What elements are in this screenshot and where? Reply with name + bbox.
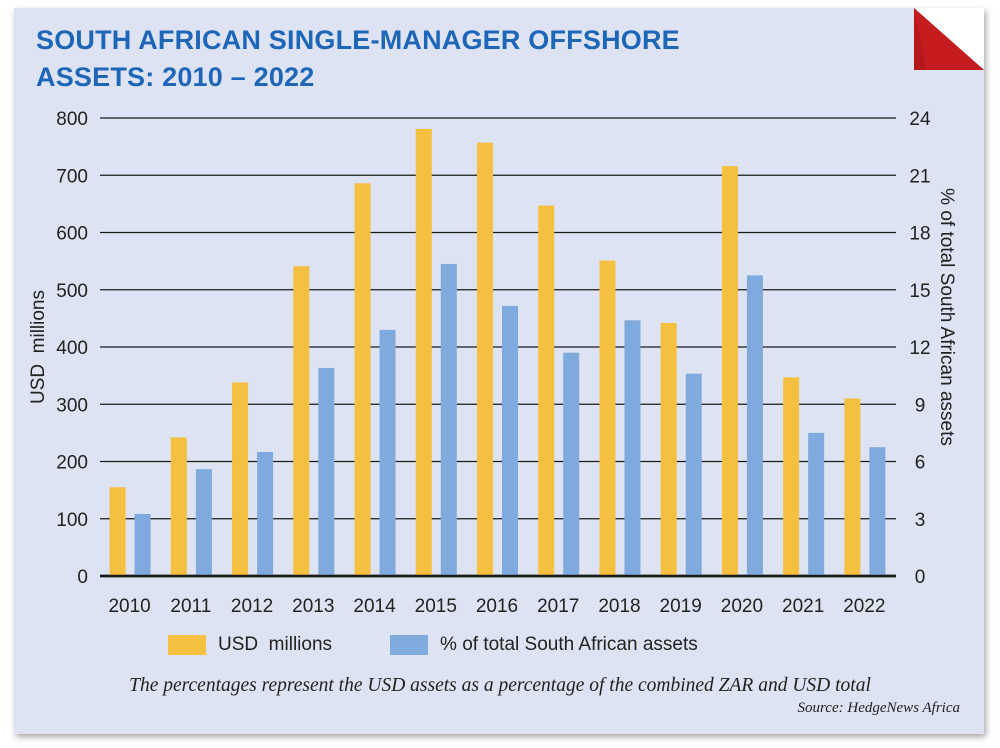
x-tick-label: 2011 <box>170 596 211 617</box>
bar-pct-total <box>563 352 580 576</box>
bar-usd-millions <box>477 142 493 576</box>
bar-pct-total <box>440 263 457 576</box>
y-tick-label-left: 400 <box>56 338 88 359</box>
chart-title-line-1: SOUTH AFRICAN SINGLE-MANAGER OFFSHORE <box>36 25 680 55</box>
bar-pct-total <box>746 275 763 576</box>
bar-pct-total <box>869 447 886 576</box>
y-tick-label-right: 24 <box>909 109 931 130</box>
x-tick-label: 2010 <box>108 596 150 617</box>
y-tick-label-right: 6 <box>915 453 926 474</box>
bar-pct-total <box>134 513 151 576</box>
y-tick-label-right: 21 <box>909 166 930 187</box>
bar-usd-millions <box>354 183 371 576</box>
y-tick-label-left: 200 <box>56 453 88 474</box>
bar-usd-millions <box>599 260 616 576</box>
bar-usd-millions <box>844 398 861 576</box>
bar-pct-total <box>257 451 274 576</box>
legend-swatch-usd <box>168 635 206 655</box>
x-tick-label: 2020 <box>721 596 763 617</box>
y-tick-label-right: 0 <box>915 567 926 588</box>
bar-pct-total <box>624 320 641 576</box>
bar-usd-millions <box>783 377 800 576</box>
x-tick-label: 2018 <box>598 596 640 617</box>
y-tick-label-right: 18 <box>909 224 930 245</box>
legend-label-pct: % of total South African assets <box>440 634 698 655</box>
x-tick-label: 2017 <box>537 596 579 617</box>
footnote: The percentages represent the USD assets… <box>129 675 871 696</box>
legend-item-pct: % of total South African assets <box>390 634 698 656</box>
x-tick-label: 2014 <box>353 596 396 617</box>
y-tick-label-left: 800 <box>56 109 88 130</box>
bar-pct-total <box>318 367 335 576</box>
bar-pct-total <box>685 373 702 576</box>
y-tick-label-right: 9 <box>915 395 926 416</box>
x-tick-label: 2019 <box>660 596 702 617</box>
bar-usd-millions <box>293 266 310 576</box>
legend: USD millions % of total South African as… <box>168 634 756 656</box>
bar-usd-millions <box>232 382 249 576</box>
bar-usd-millions <box>170 437 187 576</box>
x-tick-label: 2022 <box>843 596 885 617</box>
x-tick-label: 2015 <box>415 596 457 617</box>
chart-title: SOUTH AFRICAN SINGLE-MANAGER OFFSHORE AS… <box>36 22 680 96</box>
bar-usd-millions <box>721 166 738 576</box>
legend-swatch-pct <box>390 635 429 655</box>
y-tick-label-left: 500 <box>56 281 88 302</box>
y-tick-label-right: 12 <box>909 338 930 359</box>
bar-usd-millions <box>538 205 555 576</box>
legend-item-usd: USD millions <box>168 634 332 656</box>
y-tick-label-right: 3 <box>915 510 926 531</box>
x-tick-label: 2021 <box>782 596 824 617</box>
folded-corner-icon <box>914 8 984 70</box>
x-tick-label: 2016 <box>476 596 518 617</box>
x-tick-label: 2012 <box>231 596 273 617</box>
chart-title-line-2: ASSETS: 2010 – 2022 <box>36 62 315 92</box>
y-tick-label-left: 600 <box>56 224 88 245</box>
source-note: Source: HedgeNews Africa <box>797 700 960 716</box>
bar-pct-total <box>808 432 825 576</box>
bar-pct-total <box>379 329 396 576</box>
bar-usd-millions <box>415 128 432 576</box>
bar-pct-total <box>195 469 212 576</box>
x-tick-label: 2013 <box>292 596 334 617</box>
bar-pct-total <box>502 305 518 576</box>
y-tick-label-left: 100 <box>56 510 88 531</box>
y-tick-label-right: 15 <box>909 281 930 302</box>
y-tick-label-left: 700 <box>56 166 88 187</box>
legend-label-usd: USD millions <box>218 634 333 655</box>
y-tick-label-left: 0 <box>77 567 88 588</box>
y-axis-title-left: USD millions <box>28 290 49 404</box>
y-tick-label-left: 300 <box>56 395 88 416</box>
chart-card <box>14 8 984 734</box>
bar-usd-millions <box>660 322 677 576</box>
y-axis-title-right: % of total South African assets <box>936 188 957 446</box>
bar-usd-millions <box>109 487 126 576</box>
